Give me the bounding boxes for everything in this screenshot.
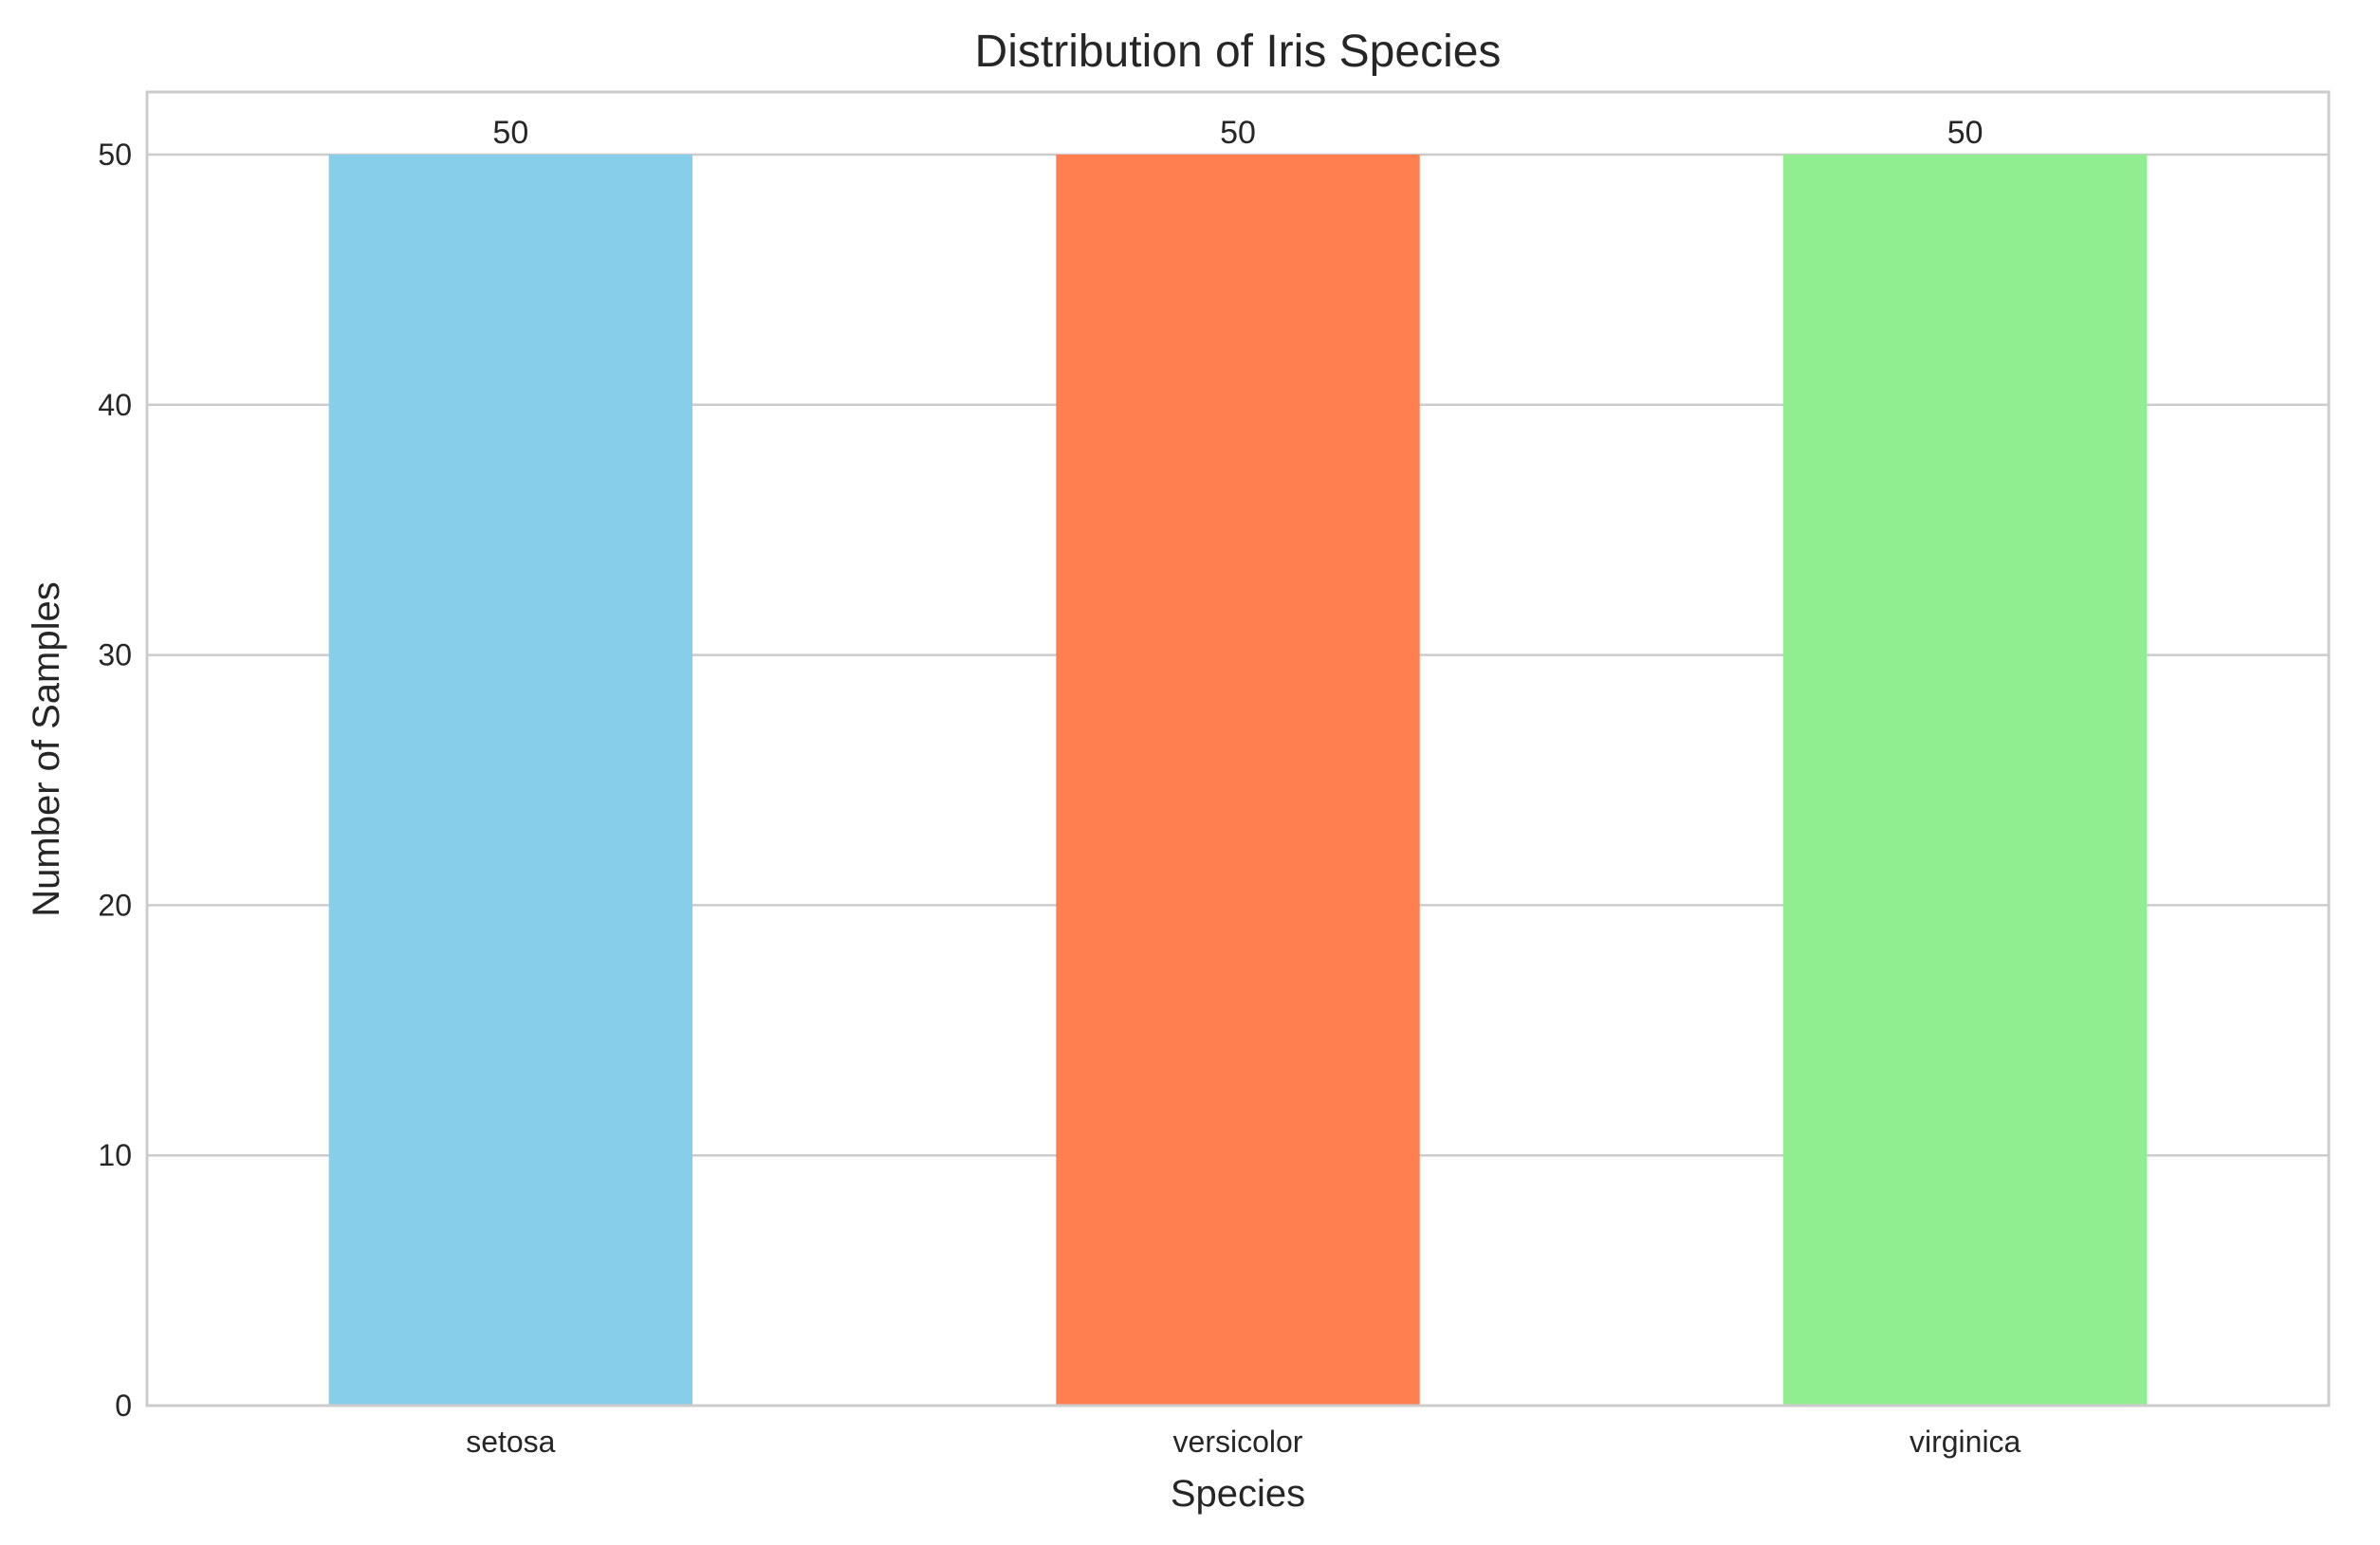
y-tick-label-50: 50 [98, 138, 132, 172]
y-tick-label-10: 10 [98, 1138, 132, 1172]
data-label-virginica: 50 [1947, 115, 1983, 151]
x-tick-label-virginica: virginica [1910, 1425, 2021, 1459]
plot-frame [145, 90, 2331, 1407]
x-axis-label: Species [1171, 1473, 1305, 1515]
bar-virginica [1783, 154, 2148, 1406]
bar-setosa [328, 154, 692, 1406]
y-tick-label-30: 30 [98, 638, 132, 672]
y-axis-label: Number of Samples [26, 581, 67, 916]
x-tick-labels: setosa versicolor virginica [466, 1425, 2020, 1459]
x-tick-label-versicolor: versicolor [1173, 1425, 1303, 1459]
y-tick-label-0: 0 [115, 1389, 132, 1423]
data-label-versicolor: 50 [1220, 115, 1256, 151]
bars [328, 154, 2148, 1406]
x-tick-label-setosa: setosa [466, 1425, 555, 1459]
data-labels: 50 50 50 [492, 115, 1983, 151]
y-tick-labels: 0 10 20 30 40 50 [98, 138, 132, 1423]
data-label-setosa: 50 [492, 115, 528, 151]
bar-versicolor [1056, 154, 1420, 1406]
y-tick-label-20: 20 [98, 888, 132, 922]
chart-title: Distribution of Iris Species [975, 27, 1502, 77]
y-tick-label-40: 40 [98, 388, 132, 422]
